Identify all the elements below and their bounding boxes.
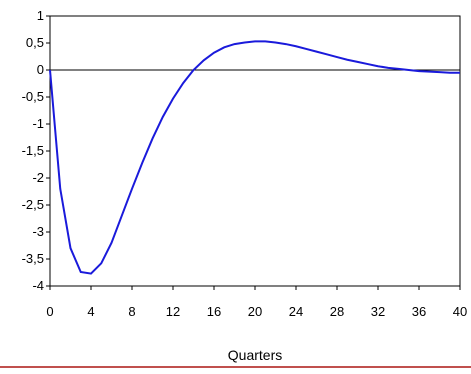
x-tick-label: 12 bbox=[166, 304, 180, 319]
x-axis: 0 4 8 12 16 20 24 28 32 36 40 bbox=[46, 286, 467, 319]
x-axis-label: Quarters bbox=[228, 347, 282, 363]
x-tick-label: 0 bbox=[46, 304, 53, 319]
x-tick-label: 24 bbox=[289, 304, 303, 319]
x-tick-label: 4 bbox=[87, 304, 94, 319]
y-tick-label: 0 bbox=[37, 62, 44, 77]
x-tick-label: 40 bbox=[453, 304, 467, 319]
x-tick-label: 8 bbox=[128, 304, 135, 319]
y-tick-label: -3 bbox=[32, 224, 44, 239]
y-tick-label: -2,5 bbox=[22, 197, 44, 212]
x-tick-label: 20 bbox=[248, 304, 262, 319]
y-tick-label: 1 bbox=[37, 8, 44, 23]
y-tick-label: -1,5 bbox=[22, 143, 44, 158]
y-axis: 1 0,5 0 -0,5 -1 -1,5 -2 -2,5 -3 -3,5 -4 bbox=[22, 8, 50, 293]
y-tick-label: -4 bbox=[32, 278, 44, 293]
y-tick-label: -3,5 bbox=[22, 251, 44, 266]
y-tick-label: -2 bbox=[32, 170, 44, 185]
x-tick-label: 16 bbox=[207, 304, 221, 319]
x-tick-label: 32 bbox=[371, 304, 385, 319]
x-tick-label: 28 bbox=[330, 304, 344, 319]
plot-area-frame bbox=[49, 15, 461, 287]
y-tick-label: 0,5 bbox=[26, 35, 44, 50]
series-line bbox=[49, 40, 460, 275]
x-tick-label: 36 bbox=[412, 304, 426, 319]
y-tick-label: -0,5 bbox=[22, 89, 44, 104]
y-tick-label: -1 bbox=[32, 116, 44, 131]
